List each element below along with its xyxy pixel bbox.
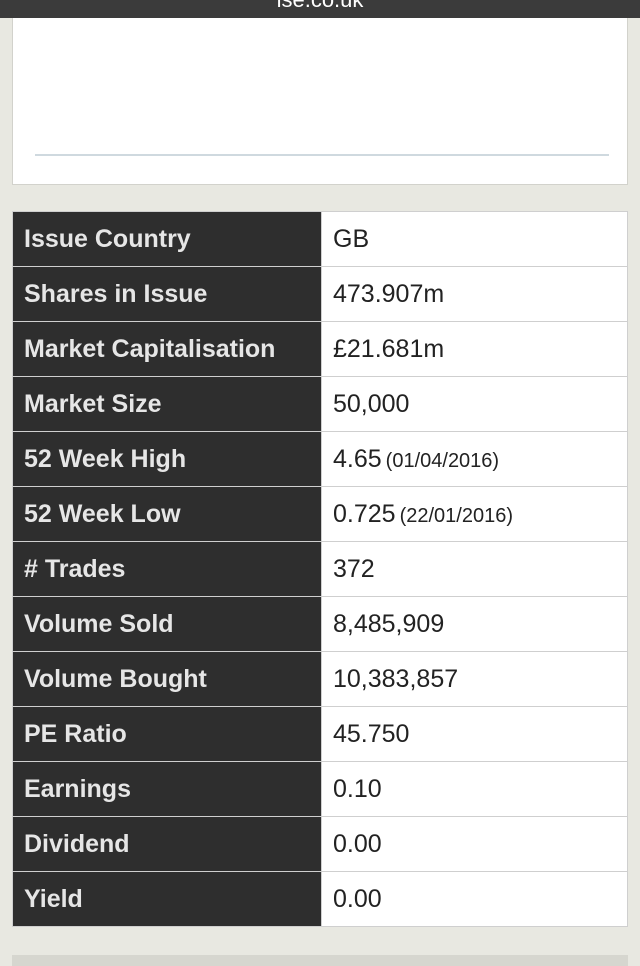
stat-value: 0.725 (22/01/2016)	[321, 486, 628, 542]
stat-value: 372	[321, 541, 628, 597]
stat-label: Volume Bought	[12, 651, 322, 707]
stat-label: Earnings	[12, 761, 322, 817]
table-row: # Trades 372	[12, 541, 628, 597]
stat-value: 4.65 (01/04/2016)	[321, 431, 628, 487]
stat-value: 8,485,909	[321, 596, 628, 652]
stat-value-main: 473.907m	[333, 279, 445, 308]
stat-value-date: (22/01/2016)	[399, 504, 513, 527]
stat-value-main: 0.10	[333, 774, 382, 803]
stat-value: GB	[321, 211, 628, 267]
stat-value-main: 0.00	[333, 884, 382, 913]
table-row: Volume Bought 10,383,857	[12, 651, 628, 707]
stat-value: 10,383,857	[321, 651, 628, 707]
table-row: 52 Week High 4.65 (01/04/2016)	[12, 431, 628, 487]
table-row: Yield 0.00	[12, 871, 628, 927]
table-row: Earnings 0.10	[12, 761, 628, 817]
stat-value-main: 372	[333, 554, 375, 583]
stat-label: Shares in Issue	[12, 266, 322, 322]
stat-label: Dividend	[12, 816, 322, 872]
stat-value-date: (01/04/2016)	[385, 449, 500, 472]
stat-value-main: 10,383,857	[333, 664, 459, 693]
table-row: Market Size 50,000	[12, 376, 628, 432]
stat-label: Volume Sold	[12, 596, 322, 652]
stat-value-main: £21.681m	[333, 334, 445, 363]
table-row: Market Capitalisation £21.681m	[12, 321, 628, 377]
table-row: Shares in Issue 473.907m	[12, 266, 628, 322]
stock-stats-table: Issue Country GB Shares in Issue 473.907…	[12, 211, 628, 927]
stat-label: 52 Week Low	[12, 486, 322, 542]
next-section-edge	[12, 955, 628, 966]
stat-value-main: 50,000	[333, 389, 410, 418]
table-row: Volume Sold 8,485,909	[12, 596, 628, 652]
stat-value-main: 8,485,909	[333, 609, 445, 638]
stat-label: # Trades	[12, 541, 322, 597]
table-row: 52 Week Low 0.725 (22/01/2016)	[12, 486, 628, 542]
address-url[interactable]: lse.co.uk	[0, 0, 640, 12]
stat-value: 45.750	[321, 706, 628, 762]
stat-value: 0.00	[321, 871, 628, 927]
stat-value-main: GB	[333, 224, 370, 253]
stat-label: Market Capitalisation	[12, 321, 322, 377]
price-chart-panel	[12, 18, 628, 185]
stat-value-main: 4.65	[333, 444, 382, 473]
stat-label: PE Ratio	[12, 706, 322, 762]
table-row: Issue Country GB	[12, 211, 628, 267]
stat-value: 0.00	[321, 816, 628, 872]
stat-value-main: 0.00	[333, 829, 382, 858]
stat-label: Issue Country	[12, 211, 322, 267]
stat-value: 0.10	[321, 761, 628, 817]
stat-value: 473.907m	[321, 266, 628, 322]
table-row: Dividend 0.00	[12, 816, 628, 872]
stat-value: 50,000	[321, 376, 628, 432]
browser-address-bar[interactable]: lse.co.uk	[0, 0, 640, 18]
stat-value-main: 0.725	[333, 499, 396, 528]
table-row: PE Ratio 45.750	[12, 706, 628, 762]
stat-label: 52 Week High	[12, 431, 322, 487]
stat-label: Market Size	[12, 376, 322, 432]
stat-value-main: 45.750	[333, 719, 410, 748]
stat-value: £21.681m	[321, 321, 628, 377]
stat-label: Yield	[12, 871, 322, 927]
chart-baseline	[35, 154, 609, 156]
